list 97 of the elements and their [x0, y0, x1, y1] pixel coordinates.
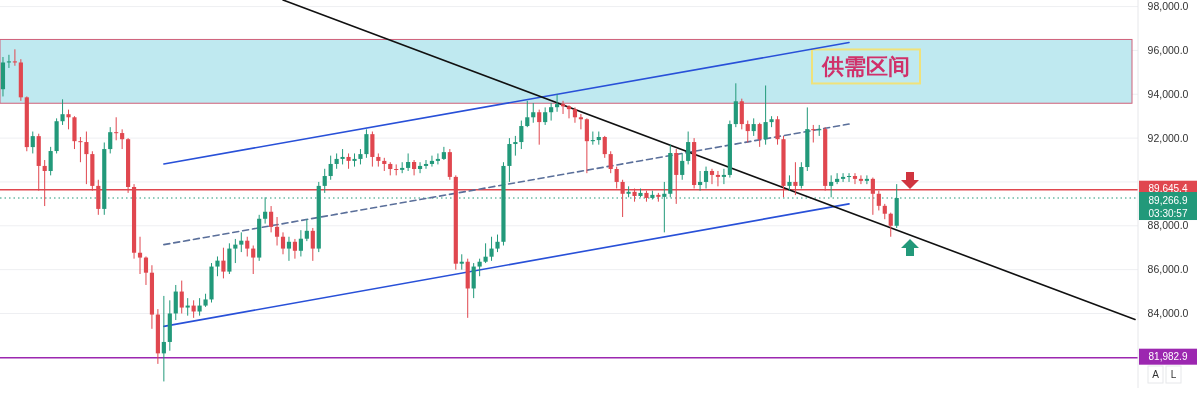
candlestick: [394, 163, 399, 176]
candlestick: [406, 152, 411, 172]
candlestick: [412, 159, 417, 176]
candlestick: [304, 218, 309, 242]
candlestick: [108, 126, 113, 154]
candlestick: [525, 100, 530, 128]
candlestick: [48, 146, 53, 176]
candlestick: [423, 159, 429, 170]
candlestick: [572, 106, 578, 124]
candlestick: [280, 231, 286, 255]
candlestick: [888, 212, 893, 238]
candlestick: [269, 205, 274, 233]
candlestick: [680, 152, 685, 181]
candlestick: [537, 109, 542, 146]
candlestick: [286, 236, 292, 262]
candlestick: [298, 229, 303, 257]
y-tick-label: 84,000.0: [1147, 307, 1189, 320]
candlestick: [519, 120, 524, 150]
candlestick: [274, 216, 280, 247]
candlestick: [429, 155, 435, 168]
candlestick: [549, 102, 554, 122]
candlestick: [215, 255, 220, 277]
candlestick: [513, 135, 518, 157]
candlestick: [733, 82, 738, 128]
candlestick: [137, 236, 143, 275]
y-tick-label: 88,000.0: [1147, 219, 1189, 232]
candlestick: [840, 172, 846, 183]
candlestick: [120, 128, 125, 150]
candlestick: [507, 137, 512, 183]
candlestick: [60, 98, 65, 126]
candlestick: [459, 253, 464, 271]
candlestick: [566, 104, 572, 119]
candlestick: [245, 236, 250, 257]
candlestick: [835, 172, 840, 185]
candlestick: [709, 168, 715, 185]
candlestick: [179, 280, 184, 314]
candlestick: [239, 231, 244, 253]
candlestick: [846, 172, 852, 183]
candlestick: [697, 170, 703, 192]
y-tick-label: 86,000.0: [1147, 263, 1189, 276]
candlestick: [608, 150, 613, 174]
candlestick: [72, 115, 77, 150]
y-tick-label: 92,000.0: [1147, 131, 1189, 144]
candlestick: [739, 98, 744, 130]
candlestick: [578, 113, 583, 130]
candlestick: [322, 168, 327, 194]
candlestick: [471, 262, 476, 299]
candlestick: [829, 174, 834, 198]
candlestick: [852, 172, 858, 185]
candlestick: [143, 255, 149, 286]
candlestick: [441, 146, 446, 161]
candlestick: [352, 152, 357, 168]
candlestick: [686, 131, 691, 165]
candlestick: [602, 135, 607, 159]
candlestick: [227, 242, 232, 275]
candlestick: [584, 117, 589, 174]
candlestick: [775, 115, 780, 146]
candlestick: [435, 152, 441, 165]
candlestick: [328, 155, 333, 181]
candlestick: [30, 131, 35, 154]
candlestick: [161, 295, 166, 382]
candlestick: [703, 166, 709, 190]
candlestick: [233, 238, 238, 264]
candlestick: [715, 170, 721, 187]
ref-line-label: 81,982.9: [1148, 351, 1188, 363]
candlestick: [799, 161, 804, 190]
candlestick: [531, 102, 536, 124]
candlestick: [173, 284, 178, 321]
candlestick: [310, 227, 315, 262]
candlestick: [370, 131, 375, 168]
candlestick: [221, 247, 226, 279]
ref-line-label: 89,266.9: [1148, 194, 1188, 206]
candlestick: [417, 161, 423, 174]
candlestick: [864, 174, 869, 185]
y-tick-label: 98,000.0: [1147, 0, 1189, 13]
band-label: 供需区间: [821, 54, 910, 80]
candlestick: [114, 116, 119, 141]
candlestick: [292, 238, 298, 260]
text: L: [1170, 369, 1177, 380]
candlestick: [721, 168, 726, 185]
candlestick: [84, 131, 89, 185]
text: 03:30:57: [1148, 207, 1188, 219]
candlestick: [757, 122, 762, 148]
candlestick: [66, 109, 71, 130]
candlestick: [763, 84, 768, 146]
text: A: [1152, 369, 1160, 380]
y-tick-label: 94,000.0: [1147, 87, 1189, 100]
ref-line-label: 89,645.4: [1148, 183, 1188, 195]
candlestick: [745, 120, 750, 143]
y-tick-label: 96,000.0: [1147, 44, 1189, 57]
candlestick: [251, 245, 256, 275]
candlestick: [555, 93, 560, 113]
candlestick: [483, 242, 488, 264]
candlestick: [489, 236, 494, 262]
candlestick: [78, 136, 83, 163]
candlestick: [364, 128, 369, 159]
candlestick: [858, 174, 864, 185]
